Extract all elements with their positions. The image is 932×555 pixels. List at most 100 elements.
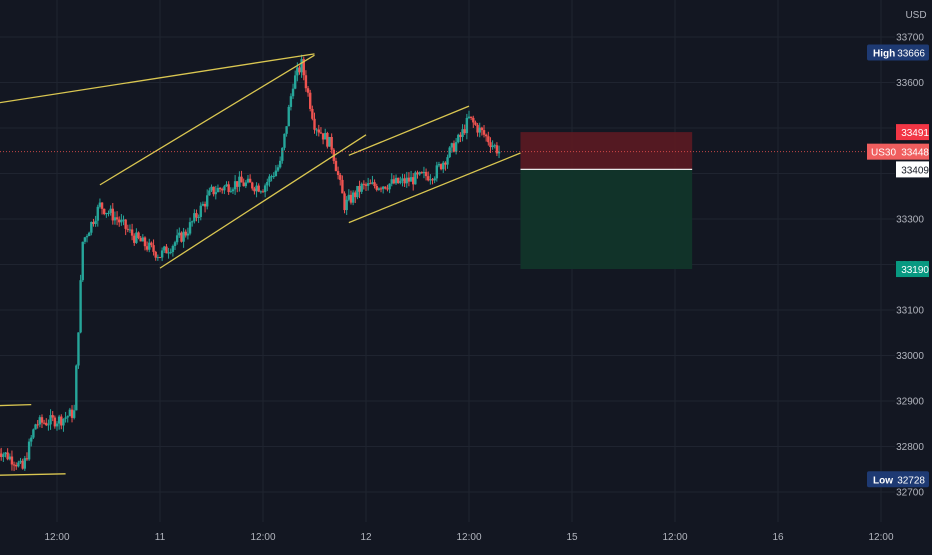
candle-body-up xyxy=(290,96,292,107)
candle-body-up xyxy=(345,200,347,210)
candle-body-up xyxy=(4,452,6,454)
candle-body-down xyxy=(152,245,154,252)
candle-body-down xyxy=(155,252,157,258)
x-tick-label: 12:00 xyxy=(662,532,687,543)
candle-body-up xyxy=(99,203,101,207)
currency-label: USD xyxy=(905,10,926,21)
candle-body-down xyxy=(309,93,311,109)
candle-body-up xyxy=(457,135,459,142)
candle-body-up xyxy=(77,332,79,365)
candle-body-down xyxy=(341,180,343,193)
candle-body-up xyxy=(122,220,124,221)
candle-body-down xyxy=(146,246,148,250)
candle-body-up xyxy=(120,220,122,222)
candle-body-up xyxy=(264,185,266,192)
candle-body-down xyxy=(101,203,103,209)
candle-body-up xyxy=(268,176,270,182)
candle-body-down xyxy=(124,220,126,229)
candle-body-up xyxy=(279,161,281,167)
candle-body-down xyxy=(127,229,129,230)
candle-body-down xyxy=(386,188,388,189)
candle-body-down xyxy=(21,461,23,469)
x-tick-label: 15 xyxy=(566,532,578,543)
candle-body-down xyxy=(54,418,56,427)
candle-body-down xyxy=(240,177,242,183)
candle-body-down xyxy=(165,247,167,254)
candle-body-up xyxy=(446,157,448,165)
candle-body-up xyxy=(90,222,92,233)
candle-body-down xyxy=(343,193,345,210)
candle-body-down xyxy=(227,184,229,192)
candle-body-up xyxy=(30,438,32,442)
x-tick-label: 16 xyxy=(772,532,784,543)
candle-body-down xyxy=(470,117,472,118)
candle-body-down xyxy=(440,164,442,169)
candle-body-up xyxy=(230,191,232,192)
candle-body-up xyxy=(105,213,107,214)
candle-body-up xyxy=(174,242,176,246)
stop-loss-zone xyxy=(521,132,693,169)
candle-body-down xyxy=(384,187,386,189)
candle-body-down xyxy=(453,143,455,151)
candle-body-down xyxy=(459,135,461,137)
candle-body-up xyxy=(9,457,11,460)
candle-body-up xyxy=(197,217,199,218)
candle-body-down xyxy=(139,238,141,241)
candle-body-down xyxy=(380,188,382,189)
candle-body-up xyxy=(86,236,88,237)
candle-body-up xyxy=(270,176,272,177)
candle-body-up xyxy=(49,415,51,424)
candle-body-down xyxy=(137,232,139,238)
price-badge-value: 33448 xyxy=(901,148,929,159)
candle-body-up xyxy=(277,167,279,170)
candle-body-up xyxy=(281,148,283,161)
candle-body-up xyxy=(245,182,247,186)
candle-body-up xyxy=(39,417,41,424)
candle-body-up xyxy=(442,163,444,170)
candle-body-down xyxy=(212,187,214,194)
candle-body-down xyxy=(60,417,62,426)
x-tick-label: 12 xyxy=(360,532,372,543)
candle-body-up xyxy=(361,184,363,192)
candle-body-up xyxy=(82,242,84,280)
candle-body-down xyxy=(485,135,487,136)
candle-body-up xyxy=(142,237,144,241)
candle-body-up xyxy=(466,118,468,133)
candle-body-up xyxy=(292,89,294,97)
candle-body-down xyxy=(112,209,114,221)
candle-body-up xyxy=(56,424,58,427)
candle-body-up xyxy=(172,246,174,252)
candle-body-up xyxy=(135,232,137,242)
candle-body-up xyxy=(17,463,19,467)
candle-body-down xyxy=(15,465,17,466)
x-tick-label: 12:00 xyxy=(868,532,893,543)
candle-body-up xyxy=(225,184,227,186)
candle-body-up xyxy=(418,172,420,174)
candle-body-up xyxy=(182,232,184,242)
candle-body-down xyxy=(358,186,360,192)
candle-body-down xyxy=(11,457,13,465)
candle-body-up xyxy=(294,75,296,88)
candle-body-down xyxy=(373,182,375,186)
high-badge-label: High xyxy=(873,48,895,59)
candle-body-up xyxy=(24,458,26,468)
candle-body-down xyxy=(0,453,2,457)
candle-body-up xyxy=(193,213,195,221)
candle-body-down xyxy=(369,183,371,184)
candle-body-up xyxy=(215,192,217,194)
candle-body-down xyxy=(133,236,135,243)
candle-body-down xyxy=(476,125,478,133)
candle-body-down xyxy=(258,186,260,192)
candle-body-up xyxy=(157,257,159,258)
candle-body-up xyxy=(436,165,438,178)
candle-body-down xyxy=(185,232,187,236)
candle-body-down xyxy=(320,132,322,133)
candle-body-down xyxy=(483,130,485,135)
candle-body-up xyxy=(255,186,257,192)
candle-body-up xyxy=(178,233,180,236)
candle-body-down xyxy=(92,222,94,224)
candle-body-up xyxy=(352,192,354,202)
candle-body-up xyxy=(129,229,131,230)
